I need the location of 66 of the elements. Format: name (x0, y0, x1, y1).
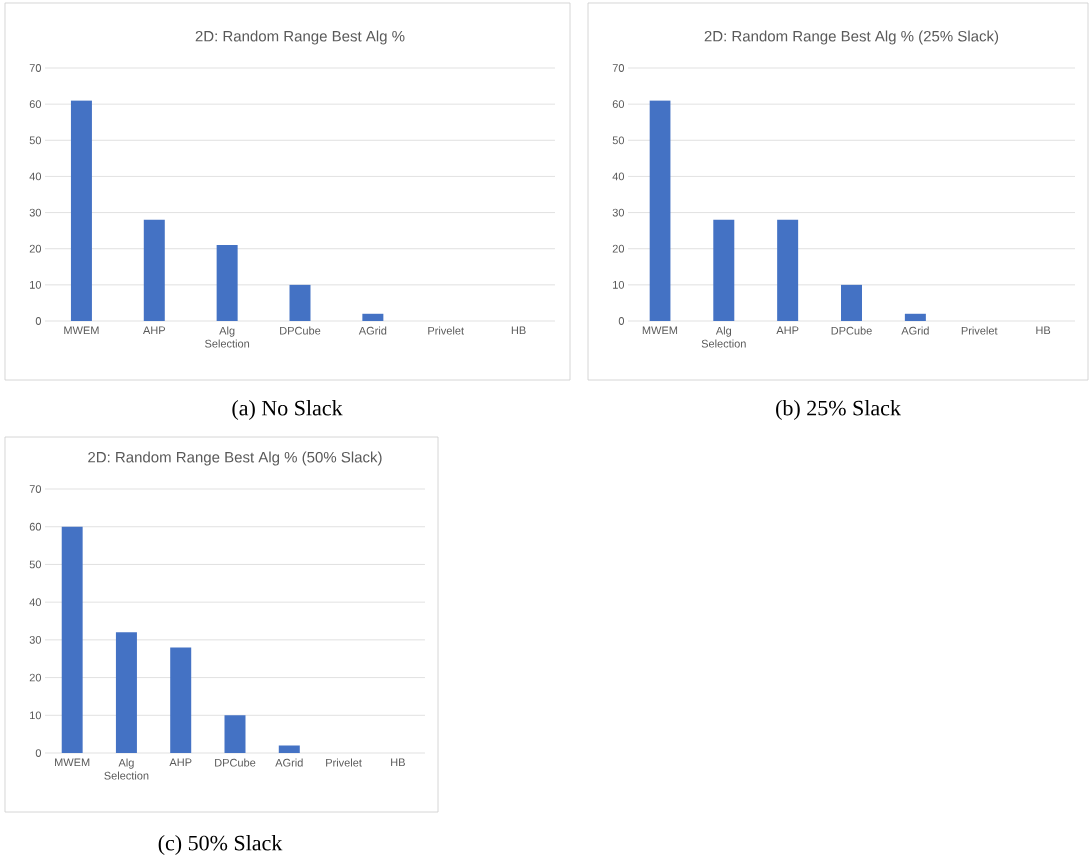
x-tick-label: HB (511, 326, 526, 335)
y-tick-label: 60 (29, 100, 42, 109)
y-tick-label: 0 (618, 317, 625, 325)
x-tick-label: AGrid (901, 326, 929, 335)
x-tick-label: Privelet (961, 326, 998, 335)
y-tick-label: 70 (612, 64, 625, 72)
x-tick-label: MWEM (642, 326, 678, 335)
x-tick-label: MWEM (55, 758, 90, 767)
y-tick-label: 70 (29, 485, 42, 493)
x-tick-label: AGrid (275, 758, 303, 767)
y-tick-label: 0 (35, 317, 42, 325)
x-tick-label: AHP (142, 326, 166, 335)
bar (841, 284, 863, 321)
x-tick-label: Privelet (428, 326, 464, 335)
text: (c) 50% Slack (158, 835, 283, 855)
y-tick-label: 30 (612, 208, 625, 217)
x-tick-label: DPCube (280, 326, 321, 335)
y-tick-label: 60 (612, 100, 625, 109)
y-tick-label: 20 (29, 673, 42, 682)
bar (224, 715, 246, 754)
y-tick-label: 20 (29, 244, 42, 253)
y-tick-label: 30 (29, 635, 42, 644)
y-tick-label: 50 (29, 560, 42, 569)
y-tick-label: 40 (29, 598, 42, 607)
x-tick-label: Alg Selection (205, 326, 250, 348)
y-tick-label: 60 (29, 522, 42, 531)
x-tick-label: HB (1036, 326, 1051, 335)
y-tick-label: 10 (30, 711, 42, 720)
x-tick-label: DPCube (831, 326, 872, 335)
x-tick-label: DPCube (215, 758, 256, 767)
y-tick-label: 70 (29, 64, 42, 72)
bar (713, 219, 735, 321)
bar (170, 647, 192, 754)
y-tick-label: 30 (29, 208, 42, 217)
y-tick-label: 0 (35, 749, 42, 757)
y-tick-label: 50 (29, 136, 42, 145)
chart-title: 2D: Random Range Best Alg % (25% Slack) (704, 30, 999, 45)
chart-title: 2D: Random Range Best Alg % (50% Slack) (88, 451, 382, 466)
bar (777, 219, 799, 321)
y-tick-label: 40 (612, 172, 625, 181)
bar (649, 100, 671, 321)
y-tick-label: 20 (612, 244, 625, 253)
bar (143, 219, 165, 321)
x-tick-label: AGrid (358, 326, 387, 335)
text: (a) No Slack (232, 400, 343, 420)
bar (70, 100, 92, 321)
bar (362, 313, 384, 321)
x-tick-label: AHP (169, 758, 192, 767)
text: (b) 25% Slack (776, 400, 901, 420)
x-tick-label: AHP (776, 326, 799, 335)
bar (278, 745, 300, 754)
bar (904, 313, 926, 321)
bar (289, 284, 311, 321)
x-tick-label: Alg Selection (104, 758, 149, 780)
y-tick-label: 10 (30, 280, 42, 289)
y-tick-label: 10 (613, 280, 625, 289)
x-tick-label: Privelet (326, 758, 362, 767)
x-tick-label: HB (391, 758, 405, 767)
y-tick-label: 40 (29, 172, 42, 181)
y-tick-label: 50 (612, 136, 625, 145)
x-tick-label: Alg Selection (701, 326, 746, 348)
bar (216, 245, 238, 321)
bar (115, 632, 137, 754)
bar (61, 526, 83, 754)
x-tick-label: MWEM (64, 326, 99, 335)
chart-title: 2D: Random Range Best Alg % (195, 30, 405, 45)
